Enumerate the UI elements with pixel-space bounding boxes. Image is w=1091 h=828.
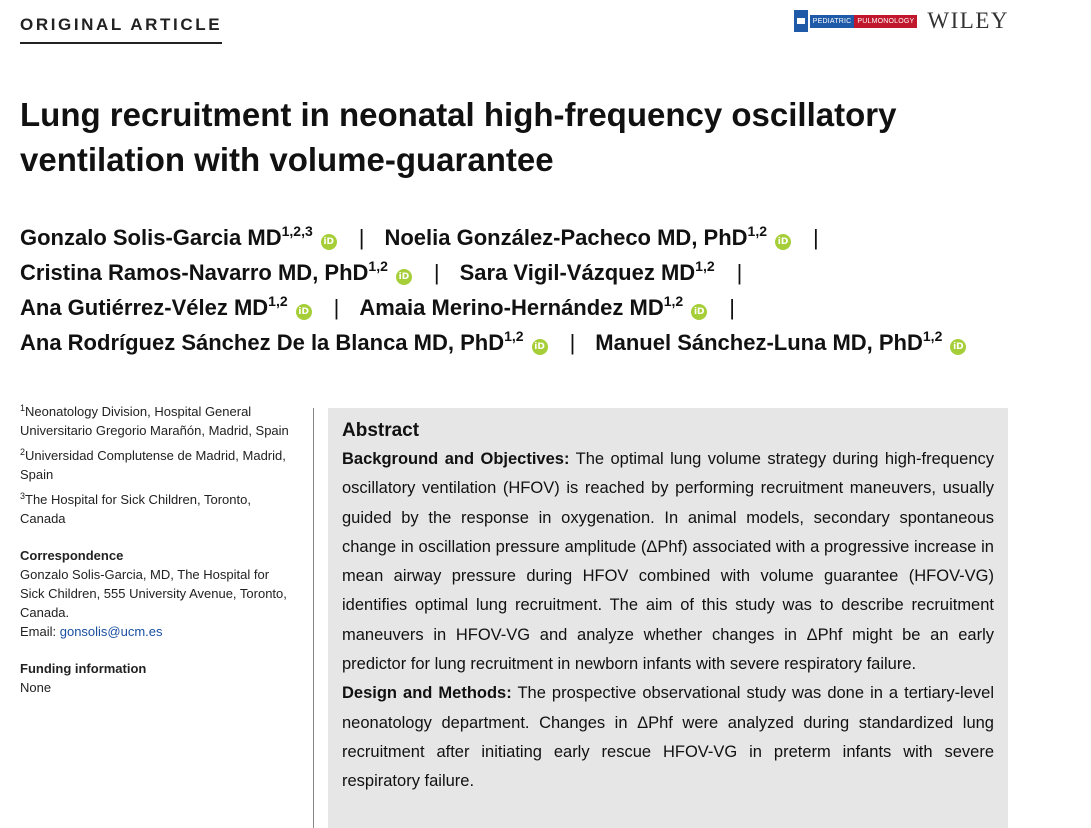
article-type-label: ORIGINAL ARTICLE bbox=[20, 15, 223, 44]
correspondence-heading: Correspondence bbox=[20, 548, 124, 563]
journal-name: PEDIATRIC PULMONOLOGY bbox=[809, 14, 918, 28]
abstract-background-text: The optimal lung volume strategy during … bbox=[342, 450, 994, 674]
journal-logo[interactable]: PEDIATRIC PULMONOLOGY bbox=[793, 10, 918, 32]
author-separator: | bbox=[433, 260, 440, 285]
orcid-icon[interactable]: iD bbox=[395, 269, 412, 285]
orcid-icon[interactable]: iD bbox=[531, 339, 548, 355]
journal-name-part2: PULMONOLOGY bbox=[854, 14, 918, 28]
abstract-methods-text: The prospective observational study was … bbox=[342, 684, 994, 791]
author-separator: | bbox=[358, 225, 365, 250]
author-affiliation-sup: 1,2 bbox=[268, 293, 288, 309]
abstract-background: Background and Objectives: The optimal l… bbox=[342, 445, 994, 679]
correspondence-text: Gonzalo Solis-Garcia, MD, The Hospital f… bbox=[20, 567, 287, 620]
abstract-methods-label: Design and Methods: bbox=[342, 684, 512, 703]
author-affiliation-sup: 1,2,3 bbox=[281, 223, 313, 239]
author-name[interactable]: Ana Gutiérrez-Vélez MD1,2 bbox=[20, 293, 288, 320]
journal-logo-icon bbox=[793, 10, 808, 32]
author-list: Gonzalo Solis-Garcia MD1,2,3 iD | Noelia Go… bbox=[20, 220, 1070, 360]
affiliation-text: Universidad Complutense de Madrid, Madri… bbox=[20, 448, 286, 482]
article-title: Lung recruitment in neonatal high-freque… bbox=[20, 96, 897, 178]
abstract-background-label: Background and Objectives: bbox=[342, 450, 570, 468]
orcid-icon[interactable]: iD bbox=[320, 234, 337, 250]
affiliation-number: 1 bbox=[20, 403, 26, 413]
affiliation-number: 3 bbox=[20, 491, 26, 501]
author-line: Ana Gutiérrez-Vélez MD1,2 iD | Amaia Merino… bbox=[20, 290, 1070, 325]
author-name[interactable]: Manuel Sánchez-Luna MD, PhD1,2 bbox=[595, 328, 943, 355]
author-affiliation-sup: 1,2 bbox=[695, 258, 715, 274]
journal-name-part1: PEDIATRIC bbox=[809, 14, 855, 28]
author-affiliation-sup: 1,2 bbox=[747, 223, 768, 239]
affiliation-text: Neonatology Division, Hospital General U… bbox=[20, 404, 289, 438]
email-link[interactable]: gonsolis@ucm.es bbox=[59, 624, 163, 639]
header-logos: PEDIATRIC PULMONOLOGY WILEY bbox=[793, 8, 1009, 34]
author-separator: | bbox=[813, 225, 819, 250]
author-affiliation-sup: 1,2 bbox=[504, 328, 524, 344]
affiliation-text: The Hospital for Sick Children, Toronto,… bbox=[20, 492, 251, 526]
correspondence-email: Email: gonsolis@ucm.es bbox=[20, 622, 295, 641]
article-sidebar: 1Neonatology Division, Hospital General … bbox=[20, 402, 295, 697]
author-separator: | bbox=[569, 330, 576, 355]
affiliation: 3The Hospital for Sick Children, Toronto… bbox=[20, 490, 295, 528]
author-affiliation-sup: 1,2 bbox=[922, 328, 943, 344]
abstract-box: Abstract Background and Objectives: The … bbox=[328, 408, 1008, 828]
orcid-icon[interactable]: iD bbox=[950, 339, 967, 355]
author-line: Gonzalo Solis-Garcia MD1,2,3 iD | Noelia Go… bbox=[20, 220, 1070, 255]
column-divider bbox=[313, 408, 314, 828]
author-line: Ana Rodríguez Sánchez De la Blanca MD, P… bbox=[20, 325, 1070, 360]
author-separator: | bbox=[736, 260, 743, 285]
email-label: Email: bbox=[20, 624, 60, 639]
affiliation: 1Neonatology Division, Hospital General … bbox=[20, 402, 295, 440]
author-separator: | bbox=[333, 295, 340, 320]
author-separator: | bbox=[729, 295, 735, 320]
affiliation: 2Universidad Complutense de Madrid, Madr… bbox=[20, 446, 295, 484]
funding-text: None bbox=[20, 680, 52, 695]
abstract-methods: Design and Methods: The prospective obse… bbox=[342, 679, 994, 796]
author-name[interactable]: Ana Rodríguez Sánchez De la Blanca MD, P… bbox=[20, 328, 524, 355]
author-affiliation-sup: 1,2 bbox=[663, 293, 684, 309]
author-name[interactable]: Cristina Ramos-Navarro MD, PhD1,2 bbox=[20, 258, 388, 285]
orcid-icon[interactable]: iD bbox=[295, 304, 312, 320]
author-name[interactable]: Sara Vigil-Vázquez MD1,2 bbox=[459, 258, 715, 285]
author-affiliation-sup: 1,2 bbox=[368, 258, 388, 274]
author-line: Cristina Ramos-Navarro MD, PhD1,2 iD | Sara… bbox=[20, 255, 1070, 290]
abstract-heading: Abstract bbox=[342, 420, 420, 441]
author-name[interactable]: Noelia González-Pacheco MD, PhD1,2 bbox=[384, 223, 768, 250]
author-name[interactable]: Gonzalo Solis-Garcia MD1,2,3 bbox=[20, 223, 313, 250]
funding-heading: Funding information bbox=[20, 661, 147, 676]
author-name[interactable]: Amaia Merino-Hernández MD1,2 bbox=[359, 293, 684, 320]
orcid-icon[interactable]: iD bbox=[691, 304, 708, 320]
publisher-logo[interactable]: WILEY bbox=[927, 8, 1009, 33]
affiliation-number: 2 bbox=[20, 447, 26, 457]
orcid-icon[interactable]: iD bbox=[775, 234, 792, 250]
